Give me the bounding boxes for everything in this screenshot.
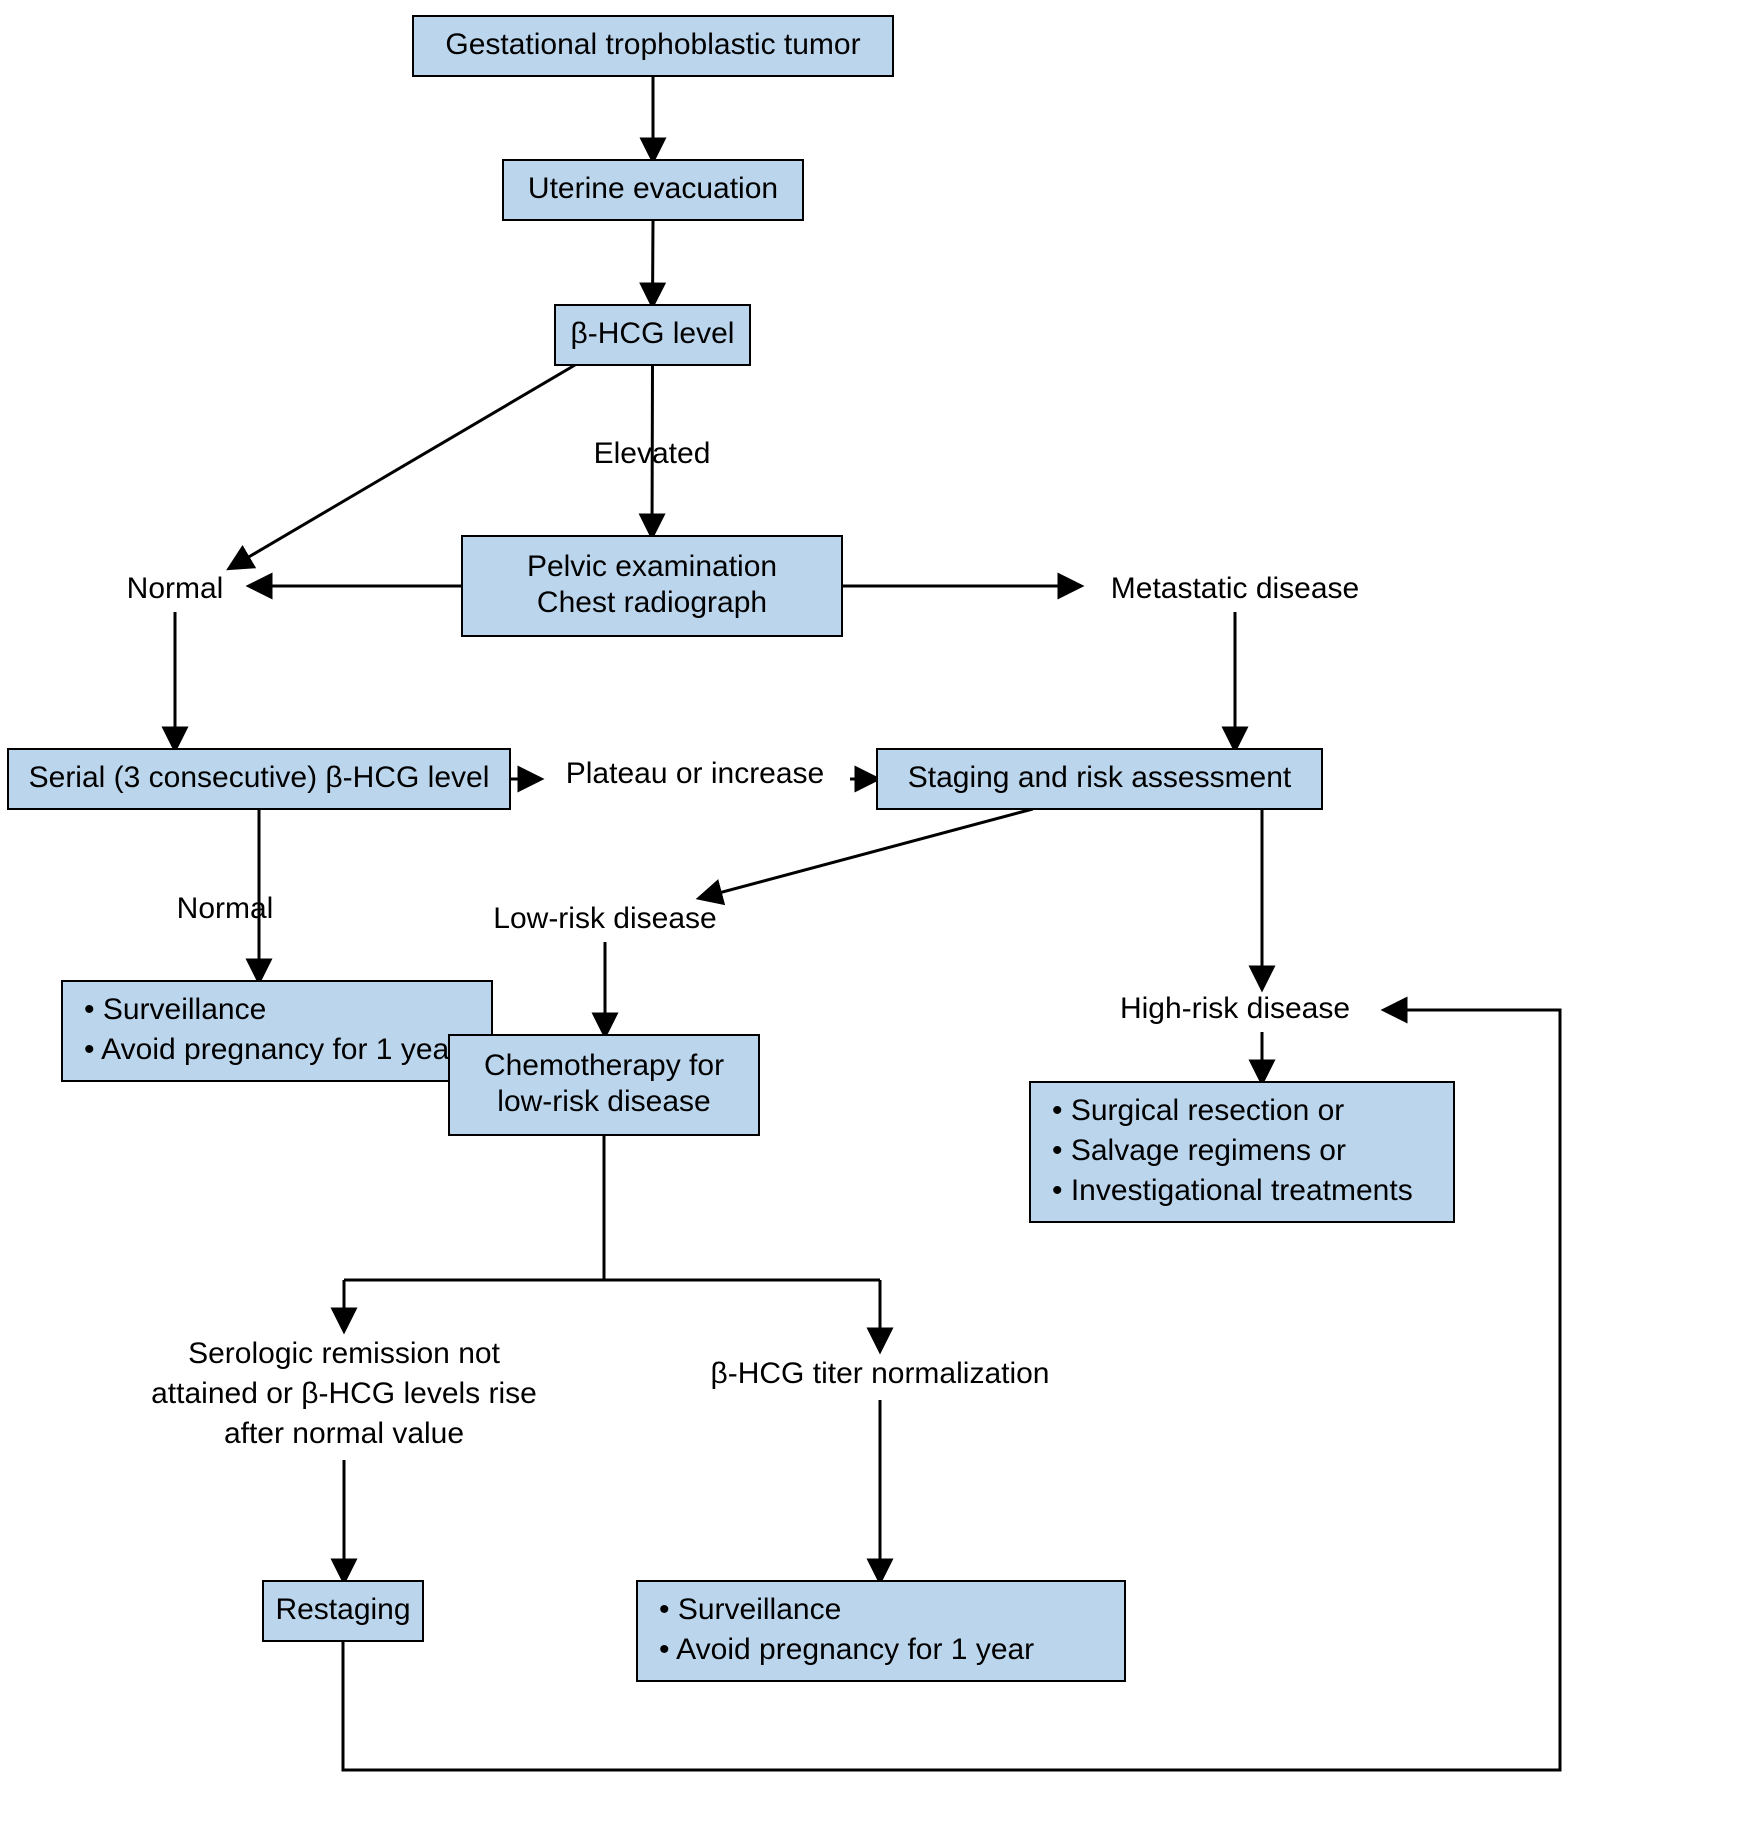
node-bullet: • Surveillance: [84, 993, 266, 1026]
edge-label: Serologic remission not: [188, 1337, 500, 1370]
node-text: Gestational trophoblastic tumor: [445, 28, 860, 61]
node-text: β-HCG level: [571, 317, 735, 350]
node-text: Serial (3 consecutive) β-HCG level: [29, 761, 490, 794]
node-text: Pelvic examination: [527, 550, 777, 583]
edge-label: Metastatic disease: [1111, 572, 1359, 605]
edge-label: Normal: [127, 572, 224, 605]
edge-label: Plateau or increase: [566, 757, 825, 790]
node-bullet: • Avoid pregnancy for 1 year: [659, 1633, 1034, 1666]
node-bullet: • Salvage regimens or: [1052, 1134, 1346, 1167]
edge-label: β-HCG titer normalization: [710, 1357, 1049, 1390]
flowchart-diagram: Gestational trophoblastic tumor Uterine e…: [0, 0, 1753, 1839]
node-bullet: • Surveillance: [659, 1593, 841, 1626]
node-text: Chest radiograph: [537, 586, 767, 619]
edge-label: High-risk disease: [1120, 992, 1350, 1025]
node-bullet: • Avoid pregnancy for 1 year: [84, 1033, 459, 1066]
edge-label: Low-risk disease: [493, 902, 716, 935]
flowchart-edge: [653, 220, 654, 305]
node-bullet: • Surgical resection or: [1052, 1094, 1344, 1127]
edge-label: attained or β-HCG levels rise: [151, 1377, 537, 1410]
node-text: Restaging: [275, 1593, 410, 1626]
node-text: Staging and risk assessment: [908, 761, 1292, 794]
flowchart-edge: [700, 809, 1033, 898]
edge-label: Elevated: [594, 437, 711, 470]
edge-label: Normal: [177, 892, 274, 925]
node-text: Uterine evacuation: [528, 172, 778, 205]
node-text: Chemotherapy for: [484, 1049, 724, 1082]
node-text: low-risk disease: [497, 1085, 710, 1118]
edge-label: after normal value: [224, 1417, 464, 1450]
node-bullet: • Investigational treatments: [1052, 1174, 1413, 1207]
